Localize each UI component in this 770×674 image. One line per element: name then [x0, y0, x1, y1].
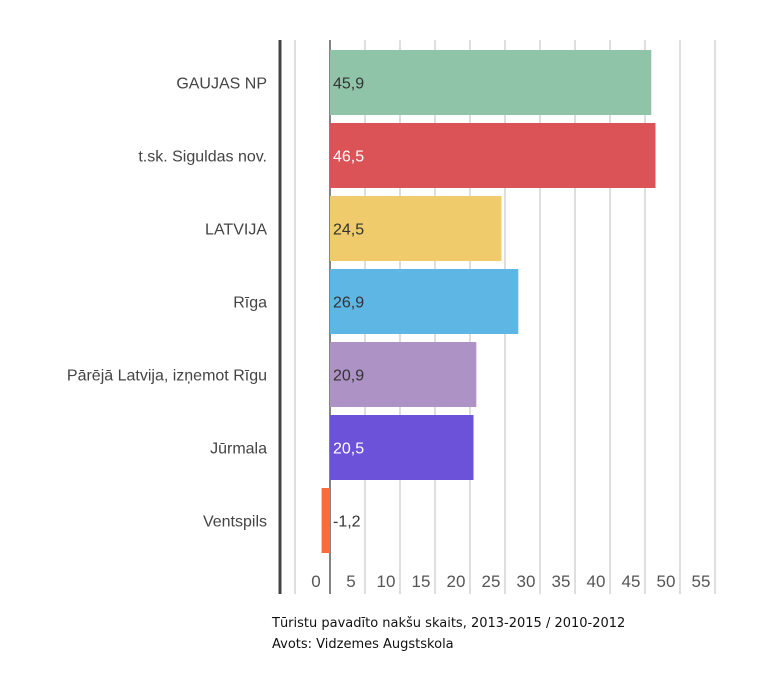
bar [330, 342, 477, 407]
x-tick-label: 10 [377, 572, 396, 591]
caption-source: Avots: Vidzemes Augstskola [272, 637, 454, 652]
x-tick-label: 45 [622, 572, 641, 591]
value-label: 46,5 [333, 149, 364, 166]
value-label: 20,9 [333, 368, 364, 385]
x-tick-label: 25 [482, 572, 501, 591]
value-label: 24,5 [333, 222, 364, 239]
x-tick-label: 40 [587, 572, 606, 591]
category-label: LATVIJA [205, 222, 267, 239]
value-label: 45,9 [333, 76, 364, 93]
value-label: -1,2 [333, 514, 361, 531]
x-tick-label: 20 [447, 572, 466, 591]
value-label: 20,5 [333, 441, 364, 458]
bar [330, 50, 652, 115]
x-tick-label: 30 [517, 572, 536, 591]
bar [330, 415, 474, 480]
value-label: 26,9 [333, 295, 364, 312]
bar [330, 196, 502, 261]
category-label: GAUJAS NP [176, 76, 267, 93]
bar [330, 269, 519, 334]
x-tick-label: 15 [412, 572, 431, 591]
category-label: t.sk. Siguldas nov. [138, 149, 267, 166]
x-tick-label: 0 [311, 572, 320, 591]
x-tick-label: 50 [657, 572, 676, 591]
category-label: Rīga [233, 295, 267, 312]
bar [321, 488, 330, 553]
caption-line-1: Tūristu pavadīto nakšu skaits, 2013-2015… [272, 616, 626, 631]
x-tick-label: 5 [346, 572, 355, 591]
x-tick-label: 55 [692, 572, 711, 591]
bar [330, 123, 656, 188]
category-label: Pārējā Latvija, izņemot Rīgu [67, 368, 267, 385]
x-tick-label: 35 [552, 572, 571, 591]
category-label: Ventspils [203, 514, 267, 531]
category-label: Jūrmala [210, 441, 267, 458]
